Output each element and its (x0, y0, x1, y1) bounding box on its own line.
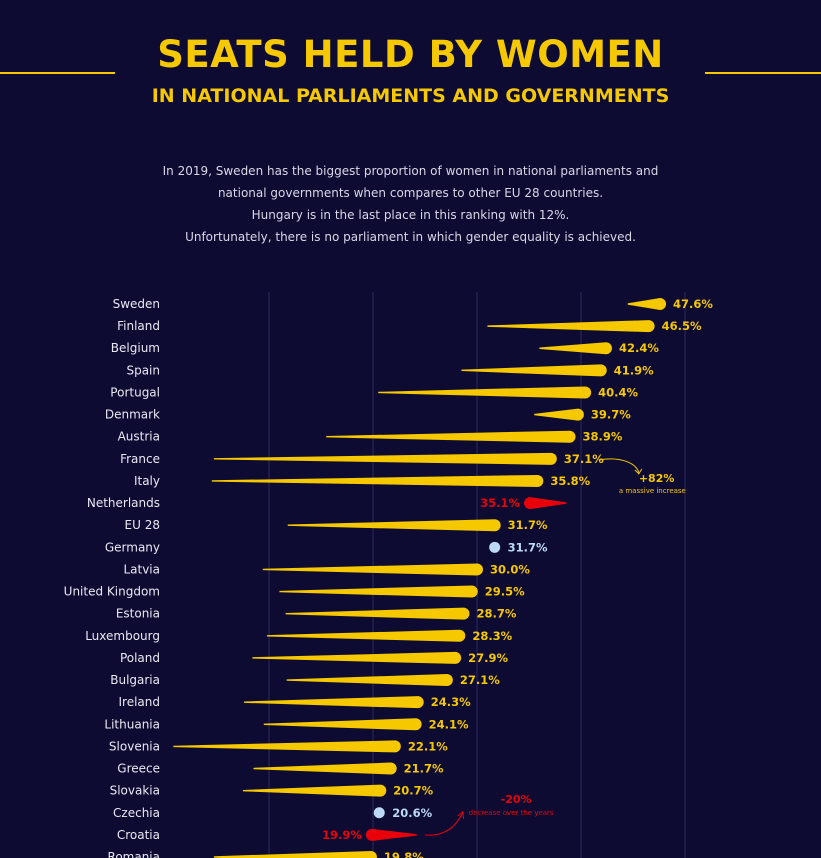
country-label: Slovakia (110, 784, 160, 798)
value-label: 21.7% (404, 762, 444, 776)
value-label: 28.3% (472, 629, 512, 643)
country-label: Finland (117, 319, 160, 333)
title-rule-right (705, 72, 821, 74)
value-label: 19.9% (322, 828, 362, 842)
value-label: 27.9% (468, 651, 508, 665)
annotation-text: decrease over the years (469, 809, 554, 817)
value-label: 41.9% (614, 363, 654, 377)
country-label: Belgium (111, 341, 160, 355)
value-label: 22.1% (408, 739, 448, 753)
value-label: 31.7% (508, 518, 548, 532)
change-wedge (173, 740, 401, 753)
country-label: Poland (120, 651, 160, 665)
country-label: Luxembourg (85, 629, 160, 643)
title-rule-left (0, 72, 115, 74)
country-label: Slovenia (109, 739, 160, 753)
value-label: 27.1% (460, 673, 500, 687)
change-wedge (279, 585, 478, 598)
change-wedge (213, 452, 557, 465)
change-wedge (263, 718, 422, 731)
value-label: 39.7% (591, 408, 631, 422)
value-label: 28.7% (476, 607, 516, 621)
intro-line: Unfortunately, there is no parliament in… (185, 230, 636, 244)
value-label: 20.6% (392, 806, 432, 820)
annotation-arrowhead (634, 468, 643, 475)
value-label: 40.4% (598, 385, 638, 399)
country-label: Greece (117, 762, 160, 776)
intro-line: national governments when compares to ot… (217, 186, 604, 200)
value-label: 42.4% (619, 341, 659, 355)
value-label: 30.0% (490, 562, 530, 576)
country-label: Estonia (116, 607, 160, 621)
change-wedge (244, 696, 424, 709)
country-label: Austria (118, 430, 160, 444)
country-label: Denmark (105, 408, 160, 422)
country-label: EU 28 (125, 518, 160, 532)
annotation-arrow (424, 812, 464, 836)
intro-line: In 2019, Sweden has the biggest proporti… (162, 164, 659, 178)
value-label: 46.5% (662, 319, 702, 333)
change-wedge (211, 474, 544, 487)
country-label: United Kingdom (64, 585, 160, 599)
country-label: Lithuania (104, 717, 160, 731)
country-label: Czechia (113, 806, 160, 820)
value-label: 29.5% (485, 585, 525, 599)
change-wedge (378, 386, 592, 399)
value-label: 19.8% (384, 850, 424, 858)
change-wedge (326, 430, 576, 443)
annotation-arrow (598, 458, 640, 474)
country-label: Ireland (118, 695, 160, 709)
dumbbell-chart: Sweden 47.6% Finland 46.5% Belgium 42.4% Spain… (64, 292, 713, 858)
chart-title: SEATS HELD BY WOMEN (157, 33, 664, 76)
change-wedge (286, 674, 453, 687)
change-wedge (524, 497, 567, 510)
change-wedge (266, 629, 466, 642)
annotation-value: -20% (501, 793, 532, 806)
intro-text: In 2019, Sweden has the biggest proporti… (0, 160, 821, 248)
intro-line: Hungary is in the last place in this ran… (251, 208, 570, 222)
value-label: 31.7% (508, 540, 548, 554)
value-label: 24.3% (431, 695, 471, 709)
change-wedge (539, 342, 612, 355)
annotation-text: a massive increase (619, 487, 686, 495)
change-wedge (213, 851, 377, 858)
country-label: Latvia (123, 562, 160, 576)
country-label: Italy (134, 474, 160, 488)
country-label: Croatia (117, 828, 160, 842)
change-wedge (252, 651, 462, 664)
country-label: Germany (105, 540, 160, 554)
country-label: Bulgaria (110, 673, 160, 687)
country-label: France (120, 452, 160, 466)
country-label: Spain (126, 363, 160, 377)
change-wedge (243, 784, 387, 797)
annotation-arrowhead (457, 810, 465, 819)
country-label: Portugal (110, 385, 160, 399)
change-wedge (253, 762, 397, 775)
value-label: 38.9% (583, 430, 623, 444)
change-wedge (262, 563, 483, 576)
value-label: 20.7% (393, 784, 433, 798)
change-wedge (365, 828, 417, 841)
country-label: Sweden (113, 297, 160, 311)
annotation-value: +82% (639, 472, 675, 485)
country-label: Romania (108, 850, 160, 858)
chart-subtitle: IN NATIONAL PARLIAMENTS AND GOVERNMENTS (151, 85, 670, 107)
change-wedge (487, 320, 655, 333)
change-wedge (285, 607, 470, 620)
value-dot (489, 541, 501, 553)
value-dot (373, 807, 385, 819)
change-wedge (534, 408, 584, 421)
value-label: 24.1% (429, 717, 469, 731)
change-wedge (461, 364, 607, 377)
value-label: 47.6% (673, 297, 713, 311)
value-label: 35.1% (480, 496, 520, 510)
country-label: Netherlands (87, 496, 160, 510)
value-label: 37.1% (564, 452, 604, 466)
change-wedge (287, 519, 501, 532)
change-wedge (627, 298, 667, 310)
value-label: 35.8% (550, 474, 590, 488)
